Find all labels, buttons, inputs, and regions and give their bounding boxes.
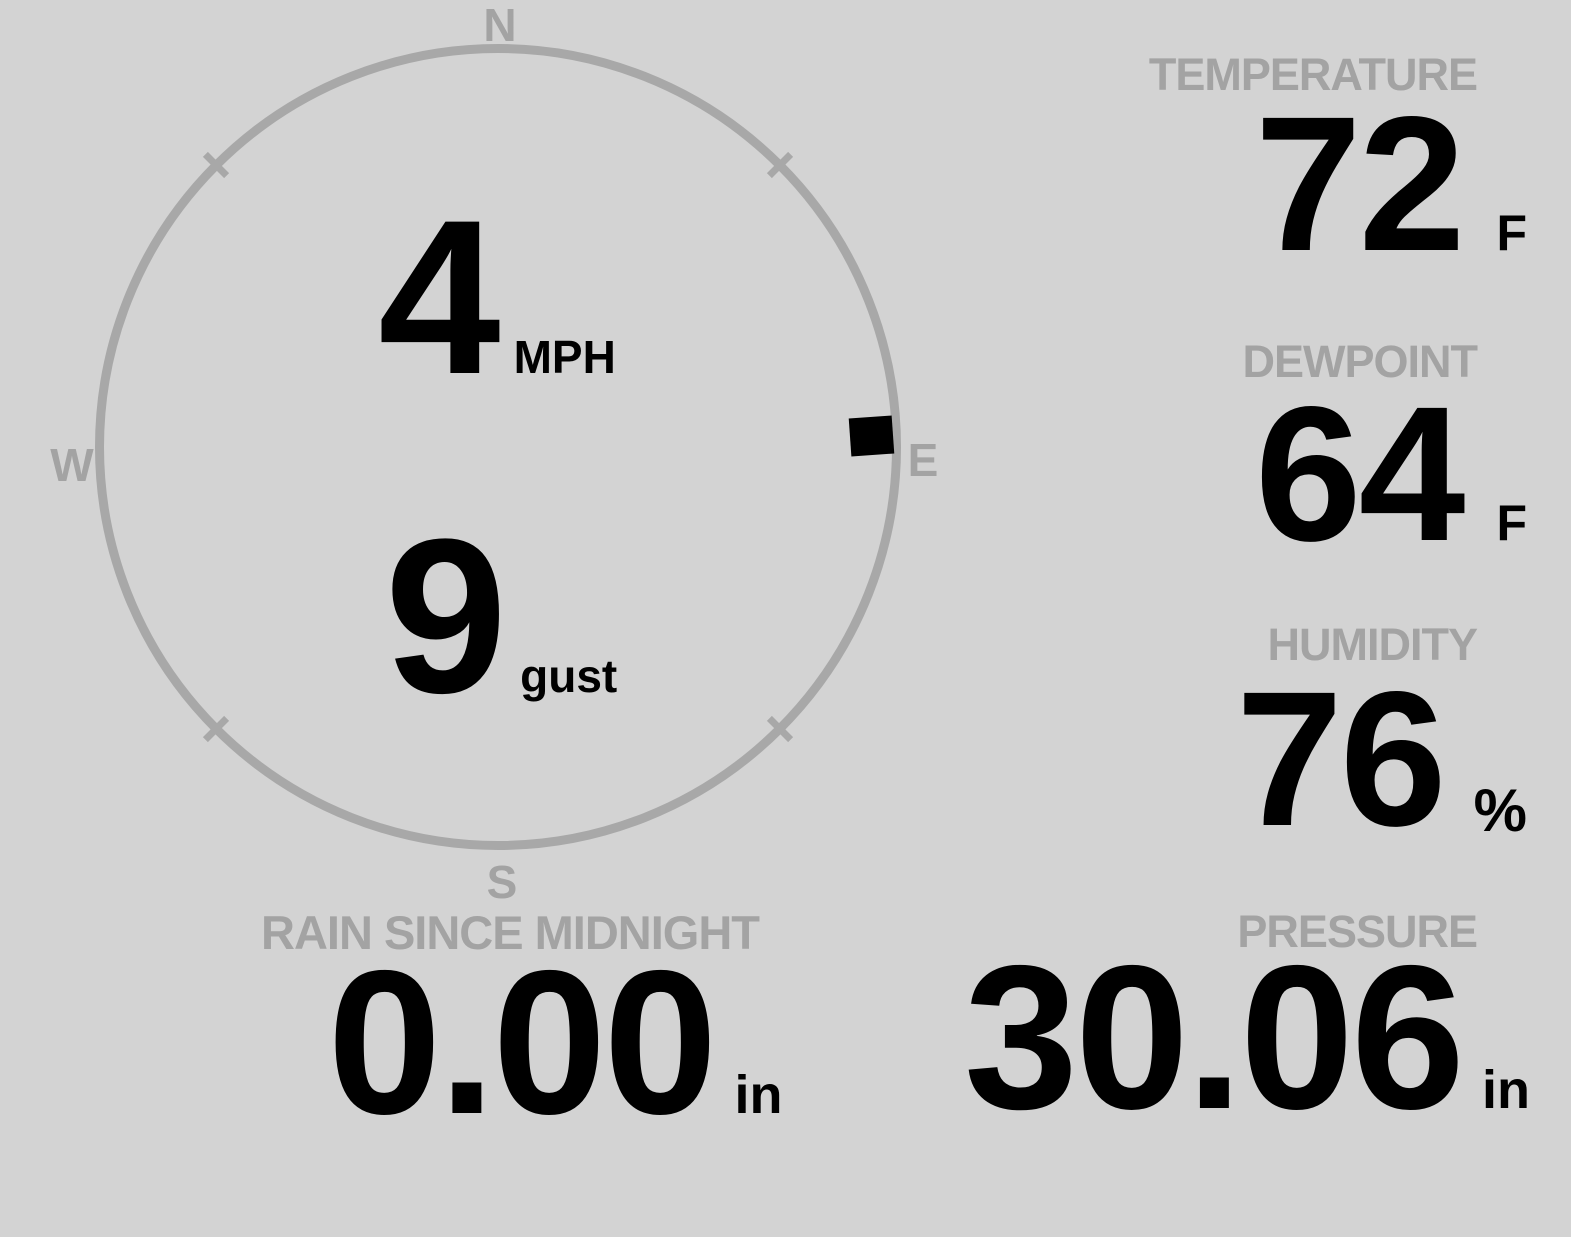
wind-speed-value: 4 [378,174,500,420]
humidity-value: 76 [1236,651,1447,866]
pressure-label: PRESSURE [1237,906,1478,957]
compass-label-west: W [50,439,94,491]
temperature-label: TEMPERATURE [1148,49,1478,100]
rain-readout: 0.00 in [328,940,783,1145]
humidity-readout: 76 % [1236,663,1527,855]
humidity-label: HUMIDITY [1267,619,1478,670]
dewpoint-readout: 64 F [1255,378,1527,570]
dewpoint-label: DEWPOINT [1242,336,1478,387]
wind-gust-unit: gust [520,650,618,702]
rain-unit: in [734,1065,783,1125]
wind-gust-value: 9 [384,493,507,739]
wind-speed-unit: MPH [513,331,616,383]
compass-ring [95,44,901,850]
pressure-unit: in [1482,1060,1530,1120]
compass-label-south: S [486,856,518,908]
wind-direction-marker-icon [848,415,895,457]
wind-gust-readout: 9 gust [385,506,617,726]
temperature-unit: F [1496,205,1527,261]
humidity-unit: % [1473,777,1527,844]
rain-label: RAIN SINCE MIDNIGHT [261,906,760,959]
rain-value: 0.00 [327,928,718,1157]
pressure-readout: 30.06 in [964,935,1530,1140]
compass-label-east: E [907,434,939,486]
dewpoint-unit: F [1496,495,1527,551]
temperature-readout: 72 F [1255,88,1527,280]
wind-speed-readout: 4 MPH [378,187,616,407]
dewpoint-value: 64 [1254,366,1466,581]
pressure-value: 30.06 [963,923,1465,1152]
compass-label-north: N [483,0,517,51]
temperature-value: 72 [1254,76,1466,291]
